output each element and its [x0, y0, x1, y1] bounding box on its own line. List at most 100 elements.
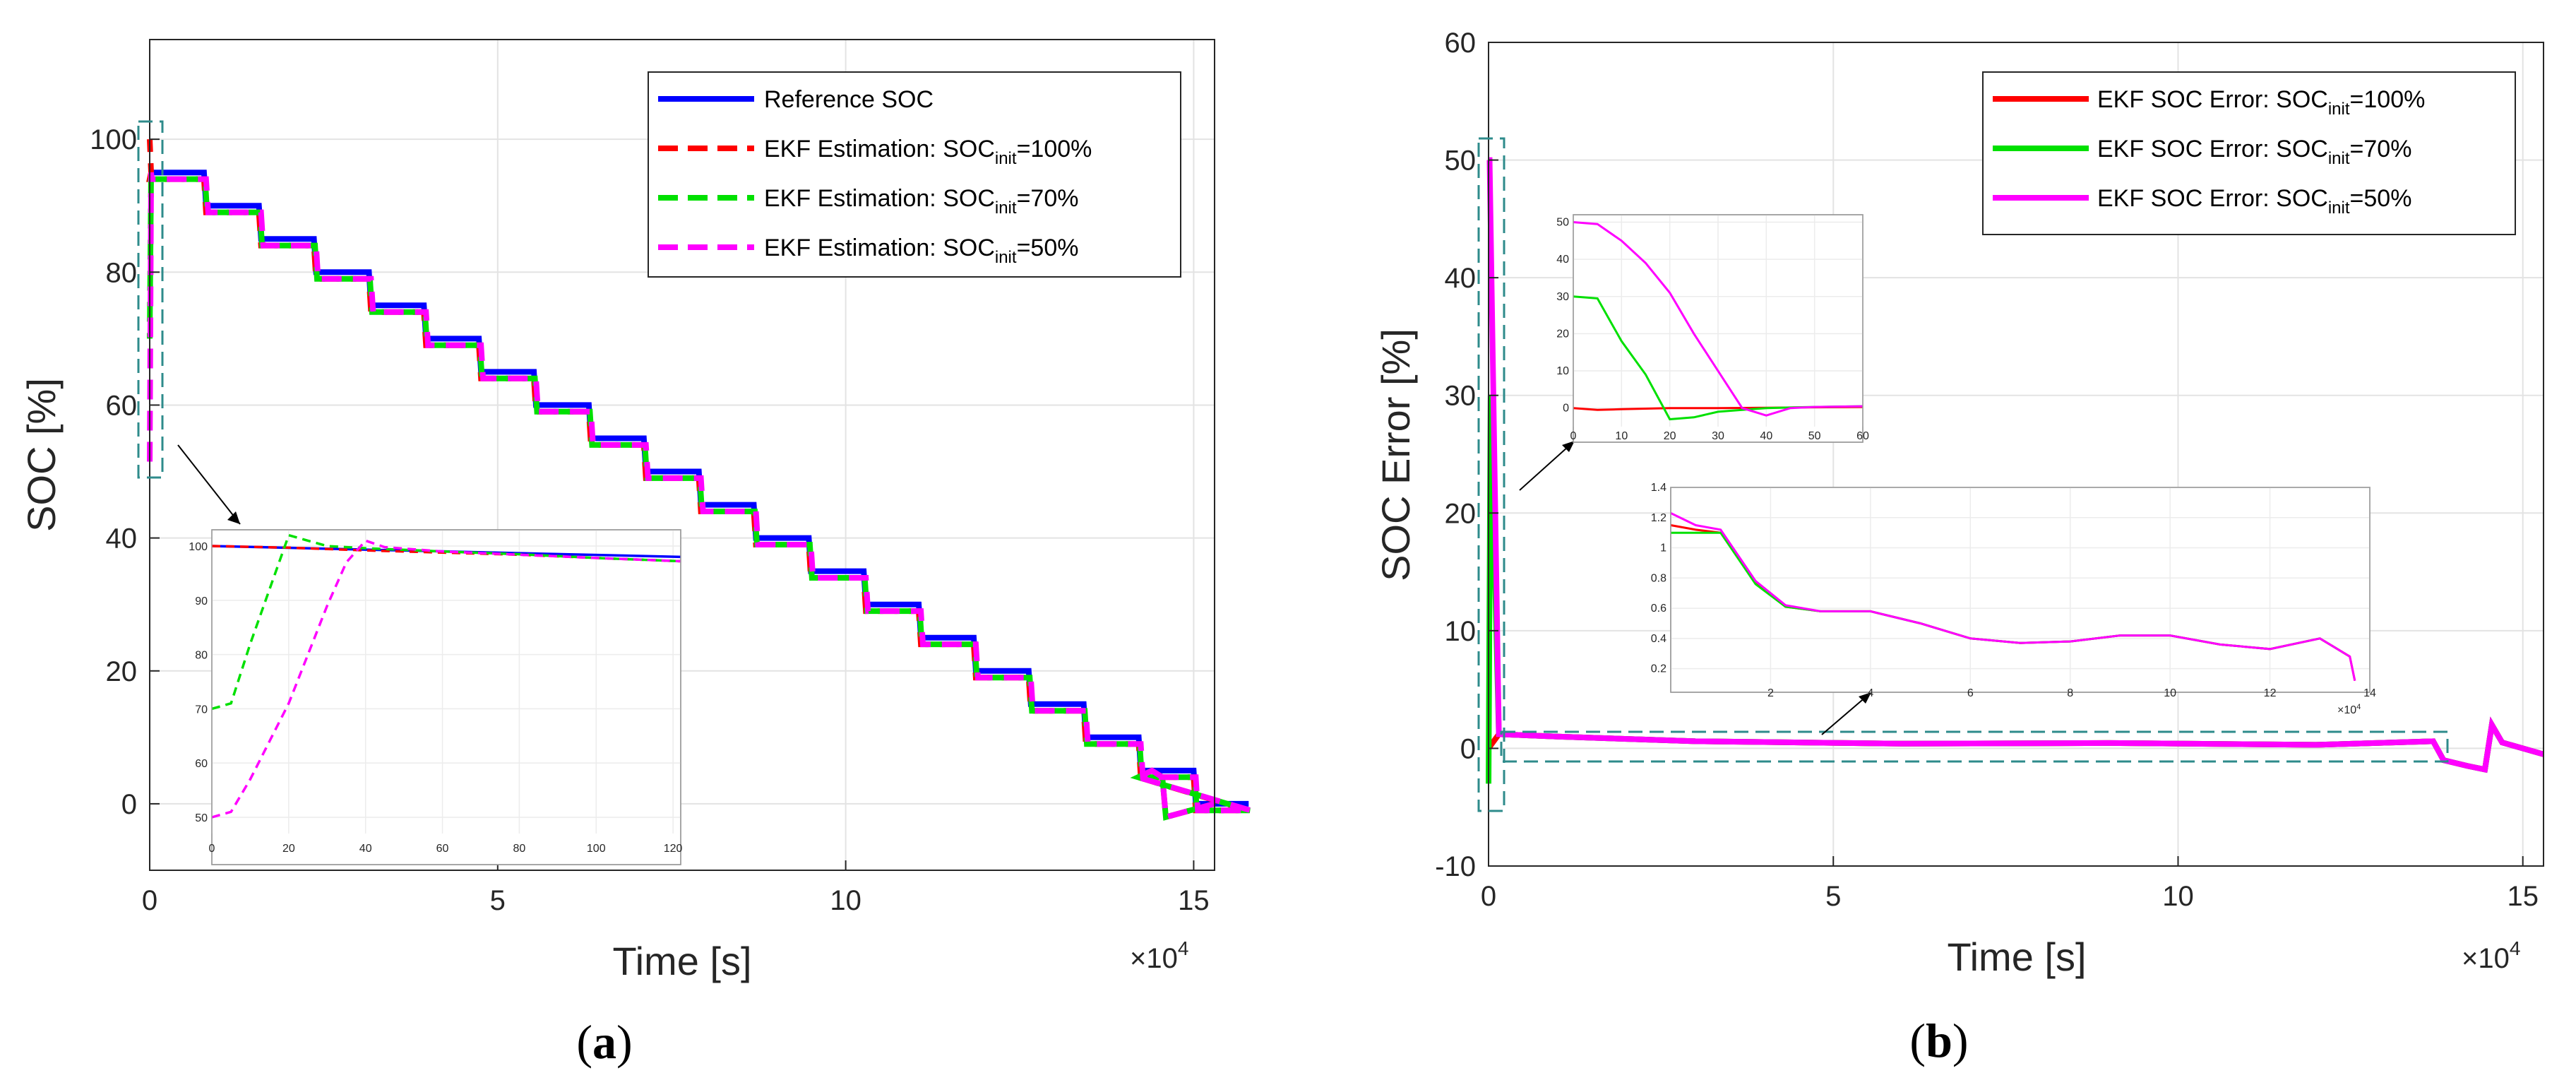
inset-b-top-ticks: 0 10 20 30 40 50 60 0 10 20 30 40 50 [1556, 217, 1869, 442]
y-tick-label: 60 [106, 390, 138, 421]
inset-y-tick-label: 100 [189, 541, 208, 553]
ekf-estimation-lines [146, 138, 1252, 821]
panel-a: 0 5 10 15 0 20 40 60 80 100 0 20 40 60 80 100 120 50 60 70… [19, 39, 1252, 1069]
series-line-ekf-50 [147, 172, 1252, 821]
inset-b-bottom: 2 4 6 8 10 12 14 0.2 0.4 0.6 0.8 1 1.2 1.4 ×104 [1651, 482, 2376, 716]
inset-x-tick-label: 0 [209, 843, 215, 855]
y-tick-label: -10 [1435, 851, 1476, 882]
panel-label-a: (a) [576, 1015, 632, 1069]
y-tick-label: 20 [106, 656, 138, 687]
inset-x-tick-label: 80 [513, 843, 526, 855]
x-tick-label: 15 [2507, 881, 2539, 912]
inset-y-tick-label: 0.6 [1651, 603, 1666, 615]
x-tick-label: 0 [142, 885, 157, 916]
inset-series-line [1573, 295, 1864, 421]
inset-y-tick-label: 0 [1563, 403, 1569, 415]
inset-x-tick-label: 6 [1967, 687, 1974, 699]
inset-y-tick-label: 0.8 [1651, 572, 1666, 584]
x-tick-label: 5 [1825, 881, 1841, 912]
inset-x-tick-label: 40 [1760, 430, 1772, 442]
inset-x-tick-label: 20 [282, 843, 295, 855]
inset-x-tick-label: 30 [1712, 430, 1724, 442]
inset-b-bottom-lines [1670, 512, 2356, 682]
inset-series-line [1670, 512, 2356, 682]
y-tick-label: 40 [1445, 263, 1477, 294]
inset-x-tick-label: 0 [1570, 430, 1577, 442]
y-tick-label: 20 [1445, 498, 1477, 529]
inset-y-tick-label: 40 [1556, 254, 1569, 266]
inset-x-tick-label: 4 [1867, 687, 1873, 699]
legend-label: EKF Estimation: SOCinit=70% [764, 185, 1078, 218]
inset-y-tick-label: 30 [1556, 291, 1569, 303]
x-axis-label-a: Time [s] [612, 939, 751, 983]
inset-a-ticks: 0 20 40 60 80 100 120 50 60 70 80 90 100 [189, 541, 682, 855]
inset-x-tick-label: 20 [1664, 430, 1676, 442]
y-axis-label-b: SOC Error [%] [1373, 328, 1418, 581]
y-axis-label-a: SOC [%] [19, 378, 64, 532]
legend-label: Reference SOC [764, 86, 934, 113]
inset-a-lines [211, 533, 681, 819]
inset-series-line [1573, 221, 1864, 417]
inset-a: 0 20 40 60 80 100 120 50 60 70 80 90 100 [189, 529, 683, 865]
inset-x-tick-label: 100 [587, 843, 606, 855]
legend-b: EKF SOC Error: SOCinit=100% EKF SOC Error… [1982, 71, 2516, 235]
soc-error-lines [1486, 157, 2545, 784]
inset-y-tick-label: 50 [195, 812, 208, 824]
inset-series-line [211, 539, 681, 819]
inset-y-tick-label: 1.4 [1651, 482, 1666, 494]
zoom-highlight-box-a [137, 120, 164, 479]
x-tick-label: 0 [1481, 881, 1496, 912]
inset-y-tick-label: 70 [195, 704, 208, 716]
y-tick-label: 100 [90, 124, 137, 155]
legend-a: Reference SOC EKF Estimation: SOCinit=100… [648, 71, 1181, 278]
zoom-highlight-box-b-bottom [1500, 730, 2449, 763]
y-tick-label: 40 [106, 523, 138, 555]
ticks-a: 0 5 10 15 0 20 40 60 80 100 [90, 124, 1209, 916]
panel-label-b: (b) [1909, 1014, 1968, 1067]
inset-b-top-lines [1573, 221, 1864, 421]
x-tick-label: 10 [830, 885, 861, 916]
inset-y-tick-label: 1 [1660, 542, 1666, 555]
legend-label: EKF SOC Error: SOCinit=100% [2097, 86, 2425, 119]
inset-x-tick-label: 2 [1767, 687, 1774, 699]
inset-x-tick-label: 10 [1615, 430, 1628, 442]
x-tick-label: 10 [2162, 881, 2194, 912]
inset-y-tick-label: 60 [195, 758, 208, 770]
legend-label: EKF SOC Error: SOCinit=50% [2097, 185, 2411, 218]
zoom-arrowhead-b-top [1562, 441, 1575, 452]
inset-x-tick-label: 50 [1808, 430, 1821, 442]
series-line-error [1486, 157, 2545, 773]
inset-series-line [211, 533, 681, 711]
inset-y-tick-label: 0.4 [1651, 633, 1666, 645]
zoom-arrowhead-b-bottom [1859, 692, 1871, 704]
inset-y-tick-label: 80 [195, 650, 208, 662]
inset-y-tick-label: 90 [195, 595, 208, 607]
x-axis-label-b: Time [s] [1947, 935, 2086, 979]
inset-x-tick-label: 14 [2363, 687, 2376, 699]
inset-x-tick-label: 40 [359, 843, 372, 855]
inset-b-bottom-x-multiplier: ×104 [2337, 703, 2361, 716]
legend-label: EKF Estimation: SOCinit=100% [764, 136, 1092, 168]
y-tick-label: 0 [1460, 733, 1476, 764]
inset-b-top: 0 10 20 30 40 50 60 0 10 20 30 40 50 [1556, 214, 1869, 443]
y-tick-label: 30 [1445, 381, 1477, 412]
x-tick-label: 15 [1178, 885, 1210, 916]
y-tick-label: 0 [121, 789, 137, 820]
zoom-arrow-a [177, 444, 241, 525]
y-tick-label: 60 [1445, 28, 1477, 59]
zoom-arrowhead-a [227, 511, 240, 524]
legend-label: EKF SOC Error: SOCinit=70% [2097, 136, 2411, 168]
inset-b-bottom-ticks: 2 4 6 8 10 12 14 0.2 0.4 0.6 0.8 1 1.2 1.4 [1651, 482, 2376, 699]
y-tick-label: 50 [1445, 146, 1477, 177]
x-multiplier-b: ×104 [2462, 937, 2520, 974]
inset-x-tick-label: 60 [1856, 430, 1869, 442]
legend-label: EKF Estimation: SOCinit=50% [764, 235, 1078, 267]
inset-b-bottom-grid [1671, 487, 2371, 684]
inset-y-tick-label: 20 [1556, 328, 1569, 340]
x-multiplier-a: ×104 [1130, 937, 1188, 974]
inset-y-tick-label: 10 [1556, 365, 1569, 377]
inset-x-tick-label: 12 [2264, 687, 2277, 699]
